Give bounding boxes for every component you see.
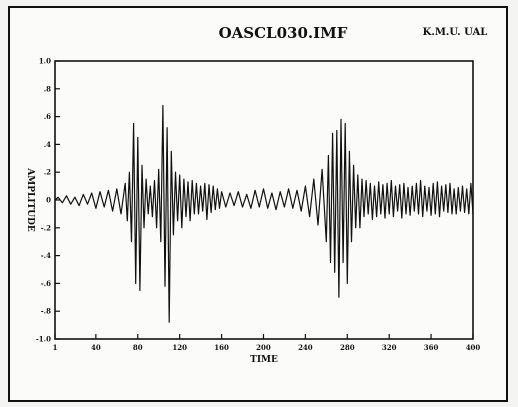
x-tick-label: 1 (53, 343, 58, 352)
x-tick-label: 160 (214, 343, 229, 352)
y-tick-label: .2 (44, 168, 51, 177)
x-tick-label: 80 (133, 343, 143, 352)
x-tick-label: 280 (340, 343, 355, 352)
y-tick-label: .4 (44, 140, 51, 149)
y-tick-label: .6 (44, 112, 51, 121)
y-tick-label: -.2 (41, 223, 51, 232)
y-axis: 1.0 .8 .6 .4 .2 0 -.2 -.4 -.6 -.8 -1.0 (36, 57, 60, 344)
amplitude-trace (54, 104, 474, 323)
x-axis: 1 40 80 120 160 200 240 280 320 360 400 (53, 334, 481, 352)
y-tick-label: -.4 (41, 251, 51, 260)
x-axis-label: TIME (250, 355, 278, 365)
y-tick-label: .8 (44, 84, 51, 93)
x-tick-label: 40 (91, 343, 101, 352)
y-axis-label: AMPLITUDE (25, 167, 35, 232)
plot-area (54, 60, 474, 340)
x-tick-label: 360 (424, 343, 439, 352)
y-tick-label: -.6 (41, 279, 51, 288)
x-tick-label: 240 (298, 343, 313, 352)
y-tick-label: -.8 (41, 307, 51, 316)
x-tick-label: 320 (382, 343, 397, 352)
x-tick-label: 200 (256, 343, 271, 352)
chart-title: OASCL030.IMF (219, 24, 348, 42)
corner-label: K.M.U. UAL (423, 27, 488, 38)
x-tick-label: 400 (466, 343, 481, 352)
x-tick-label: 120 (172, 343, 187, 352)
y-tick-label: 0 (46, 196, 51, 205)
y-tick-label: -1.0 (36, 335, 51, 344)
y-tick-label: 1.0 (39, 57, 51, 66)
